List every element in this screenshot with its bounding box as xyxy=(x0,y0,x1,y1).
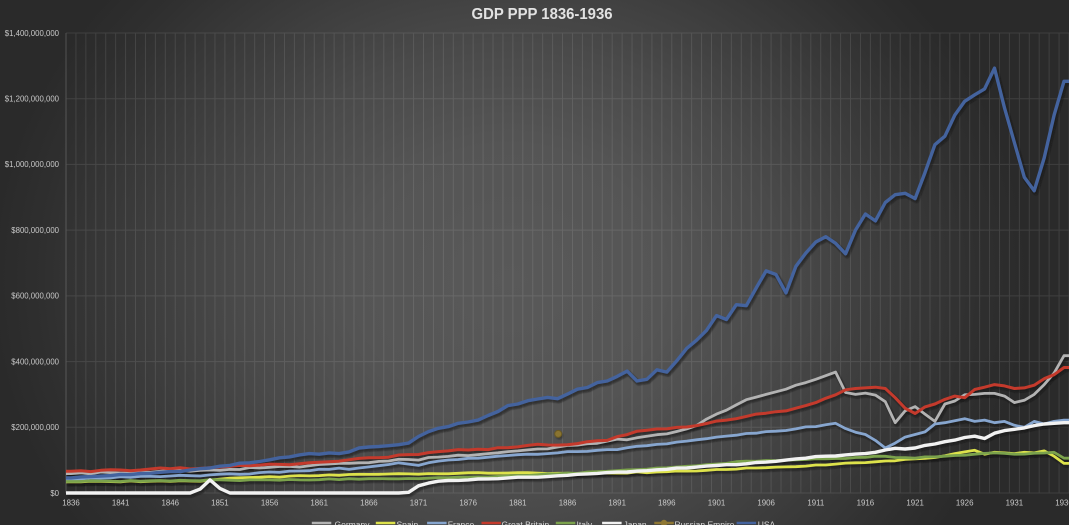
svg-text:$0: $0 xyxy=(50,489,59,498)
svg-text:1861: 1861 xyxy=(310,499,328,508)
svg-text:1851: 1851 xyxy=(211,499,229,508)
svg-text:1901: 1901 xyxy=(708,499,726,508)
svg-text:GDP PPP 1836-1936: GDP PPP 1836-1936 xyxy=(472,6,613,23)
svg-text:1936: 1936 xyxy=(1055,499,1069,508)
svg-text:1866: 1866 xyxy=(360,499,378,508)
svg-text:Italy: Italy xyxy=(577,520,593,525)
svg-text:1836: 1836 xyxy=(62,499,80,508)
svg-text:$800,000,000: $800,000,000 xyxy=(11,226,59,235)
svg-text:1871: 1871 xyxy=(410,499,428,508)
svg-text:1876: 1876 xyxy=(459,499,477,508)
svg-text:$600,000,000: $600,000,000 xyxy=(11,292,59,301)
svg-text:1911: 1911 xyxy=(807,499,824,508)
svg-text:$200,000,000: $200,000,000 xyxy=(11,423,59,432)
svg-text:Great Britain: Great Britain xyxy=(502,520,550,525)
svg-text:Spain: Spain xyxy=(397,520,419,525)
svg-text:Germany: Germany xyxy=(335,520,371,525)
svg-text:1891: 1891 xyxy=(608,499,626,508)
svg-text:Japan: Japan xyxy=(624,520,647,525)
svg-text:1841: 1841 xyxy=(112,499,130,508)
svg-text:$400,000,000: $400,000,000 xyxy=(11,357,59,366)
svg-text:$1,200,000,000: $1,200,000,000 xyxy=(5,95,60,104)
svg-text:$1,000,000,000: $1,000,000,000 xyxy=(5,160,60,169)
svg-text:USA: USA xyxy=(758,520,776,525)
svg-text:1856: 1856 xyxy=(261,499,279,508)
svg-text:1916: 1916 xyxy=(857,499,875,508)
svg-text:$1,400,000,000: $1,400,000,000 xyxy=(5,29,60,38)
svg-text:France: France xyxy=(448,520,475,525)
svg-text:1926: 1926 xyxy=(956,499,974,508)
svg-text:1931: 1931 xyxy=(1006,499,1024,508)
svg-text:Russian Empire: Russian Empire xyxy=(674,520,734,525)
svg-text:1906: 1906 xyxy=(757,499,775,508)
svg-text:1886: 1886 xyxy=(559,499,577,508)
svg-text:1846: 1846 xyxy=(162,499,180,508)
svg-text:1921: 1921 xyxy=(906,499,924,508)
svg-text:1881: 1881 xyxy=(509,499,527,508)
svg-text:1896: 1896 xyxy=(658,499,676,508)
